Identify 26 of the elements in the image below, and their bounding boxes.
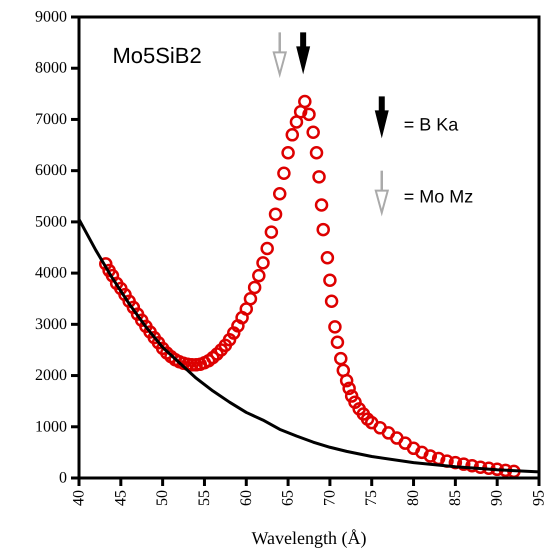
y-tick-label: 4000 bbox=[35, 264, 67, 282]
y-tick-label: 6000 bbox=[35, 162, 67, 180]
x-tick-label: 85 bbox=[446, 490, 464, 506]
x-tick-label: 40 bbox=[70, 490, 88, 506]
y-tick-label: 9000 bbox=[35, 8, 67, 26]
x-axis-title: Wavelength (Å) bbox=[251, 528, 367, 548]
x-tick-label: 65 bbox=[280, 490, 297, 506]
annotation: = B Ka bbox=[404, 114, 460, 135]
x-tick-label: 75 bbox=[363, 490, 380, 506]
x-tick-label: 90 bbox=[488, 490, 506, 506]
y-tick-label: 0 bbox=[59, 470, 67, 486]
x-tick-label: 60 bbox=[238, 490, 255, 506]
y-tick-label: 7000 bbox=[35, 110, 67, 128]
y-tick-label: 2000 bbox=[35, 367, 67, 384]
annotation: = Mo Mz bbox=[404, 186, 474, 206]
y-tick-label: 1000 bbox=[35, 418, 67, 436]
x-tick-label: 95 bbox=[530, 490, 546, 506]
x-tick-label: 55 bbox=[196, 490, 213, 506]
x-tick-label: 45 bbox=[112, 490, 130, 506]
x-tick-label: 70 bbox=[321, 490, 338, 506]
y-tick-label: 3000 bbox=[35, 316, 67, 333]
y-tick-label: 8000 bbox=[35, 60, 67, 77]
x-tick-label: 50 bbox=[154, 490, 172, 506]
x-tick-label: 80 bbox=[405, 490, 422, 506]
annotation: Mo5SiB2 bbox=[112, 43, 202, 68]
y-tick-label: 5000 bbox=[35, 213, 67, 230]
